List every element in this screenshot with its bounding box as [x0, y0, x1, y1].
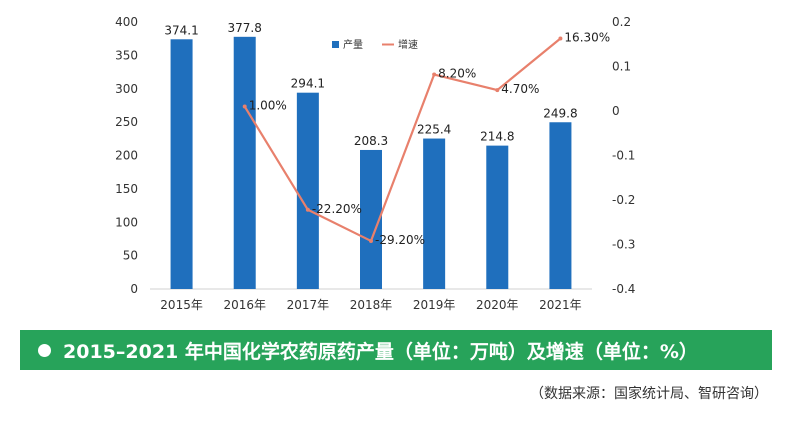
growth-value-label: 8.20%: [438, 67, 476, 81]
category-label: 2017年: [287, 298, 330, 312]
bar: [233, 36, 256, 290]
legend-line-label: 增速: [398, 38, 418, 51]
caption-bar: 2015–2021 年中国化学农药原药产量（单位：万吨）及增速（单位：%）: [20, 330, 772, 370]
bullet-icon: [38, 343, 51, 357]
growth-value-label: -29.20%: [375, 233, 425, 247]
right-tick-label: -0.1: [612, 149, 635, 163]
bar-value-label: 249.8: [543, 106, 577, 120]
right-tick-label: -0.2: [612, 193, 635, 207]
combo-chart: 0 50 100 150 200 250 300 350 400 0.2 0.1 0 -0.1 -0.2…: [115, 15, 635, 312]
category-label: 2020年: [476, 298, 519, 312]
left-tick-label: 350: [115, 48, 138, 62]
bar-value-label: 214.8: [480, 130, 514, 144]
left-tick-label: 50: [123, 249, 138, 263]
source-note: （数据来源：国家统计局、智研咨询）: [530, 386, 768, 402]
bar-series: 374.1 377.8 294.1 208.3 225.4 214.8 249.8: [164, 21, 578, 290]
legend-bar-label: 产量: [343, 38, 363, 51]
bar-value-label: 225.4: [417, 123, 451, 137]
legend-bar-swatch: [332, 41, 339, 48]
right-tick-label: 0.1: [612, 60, 631, 74]
bar: [423, 138, 446, 289]
growth-point: [369, 238, 373, 243]
left-tick-label: 100: [115, 215, 138, 229]
category-label: 2021年: [539, 298, 582, 312]
bar-value-label: 294.1: [291, 77, 325, 91]
bar-value-label: 208.3: [354, 134, 388, 148]
left-axis: 0 50 100 150 200 250 300 350 400: [115, 15, 138, 296]
growth-value-label: 4.70%: [501, 82, 539, 96]
growth-point: [558, 36, 563, 41]
caption-title: 2015–2021 年中国化学农药原药产量（单位：万吨）及增速（单位：%）: [63, 340, 698, 363]
left-tick-label: 150: [115, 182, 138, 196]
bar: [549, 122, 572, 289]
left-tick-label: 400: [115, 15, 138, 29]
growth-value-label: 1.00%: [249, 99, 287, 113]
legend: 产量 增速: [332, 38, 418, 51]
category-label: 2015年: [160, 298, 203, 312]
right-tick-label: 0: [612, 104, 620, 118]
growth-point: [305, 207, 310, 212]
right-tick-label: -0.3: [612, 238, 635, 252]
bar: [486, 145, 509, 289]
bar: [360, 149, 382, 289]
bar-value-label: 377.8: [228, 21, 262, 35]
growth-line: [243, 37, 562, 243]
growth-value-label: 16.30%: [564, 30, 610, 44]
bar: [296, 92, 319, 289]
left-tick-label: 200: [115, 149, 138, 163]
bar: [170, 39, 193, 289]
line-series: 1.00% -22.20% -29.20% 8.20% 4.70% 16.30%: [242, 30, 610, 247]
right-axis: 0.2 0.1 0 -0.1 -0.2 -0.3 -0.4: [612, 15, 635, 296]
growth-point: [242, 104, 247, 109]
category-labels: 2015年 2016年 2017年 2018年 2019年 2020年 2021年: [160, 298, 581, 312]
left-tick-label: 300: [115, 82, 138, 96]
growth-point: [495, 88, 500, 93]
right-tick-label: -0.4: [612, 282, 635, 296]
category-label: 2016年: [223, 298, 266, 312]
growth-point: [432, 72, 437, 77]
growth-value-label: -22.20%: [312, 202, 362, 216]
left-tick-label: 0: [130, 282, 138, 296]
category-label: 2019年: [413, 298, 456, 312]
bar-value-label: 374.1: [164, 23, 198, 37]
left-tick-label: 250: [115, 115, 138, 129]
right-tick-label: 0.2: [612, 15, 631, 29]
category-label: 2018年: [350, 298, 393, 312]
